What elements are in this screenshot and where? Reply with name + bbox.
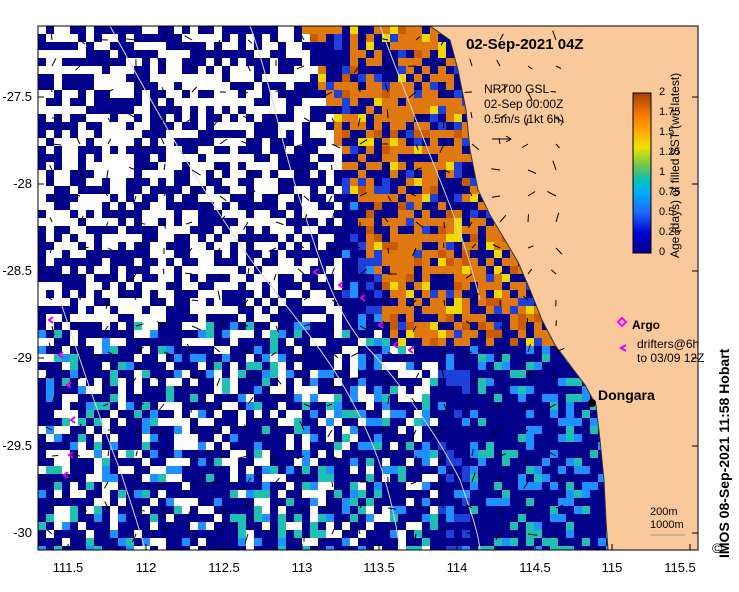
current-legend-source: NRT00 GSL	[484, 82, 550, 96]
colorbar	[632, 92, 652, 254]
credit-text: IMOS 08-Sep-2021 11:58 Hobart	[716, 348, 732, 558]
x-tick-label: 112.5	[208, 560, 240, 575]
current-legend-time: 02-Sep 00:00Z	[484, 97, 564, 111]
current-legend: NRT00 GSL 02-Sep 00:00Z 0.5m/s (1kt 6h)	[484, 82, 564, 127]
contour-legend-1000m: 1000m	[650, 519, 684, 531]
colorbar-tick: 1.5	[659, 126, 675, 138]
coastline	[429, 26, 609, 550]
colorbar-tick: 0	[659, 246, 666, 258]
x-tick-label: 111.5	[52, 560, 84, 575]
x-tick-label: 114.5	[519, 560, 551, 575]
drifter-legend-line2: to 03/09 12Z	[637, 351, 705, 365]
argo-legend-label: Argo	[632, 318, 660, 332]
place-label-dongara: Dongara	[598, 387, 655, 403]
colorbar-tick: 1.75	[659, 106, 681, 118]
x-tick-label: 114	[446, 560, 468, 575]
map-field	[38, 26, 698, 550]
drifter-tracks	[47, 268, 414, 479]
x-tick-label: 113	[291, 560, 313, 575]
colorbar-tick: 1.25	[659, 146, 681, 158]
y-tick-label: -29	[13, 350, 32, 365]
y-tick-label: -28.5	[2, 263, 32, 278]
colorbar-label: Age (days) of filled SST (wrt latest)	[668, 72, 682, 258]
y-tick-label: -29.5	[2, 438, 32, 453]
colorbar-tick: 1	[659, 166, 666, 178]
land-mass	[430, 26, 698, 550]
contour-legend: 200m 1000m	[650, 506, 684, 532]
x-axis-ticks	[67, 544, 691, 550]
y-axis-ticks	[38, 96, 698, 534]
x-tick-label: 115	[601, 560, 623, 575]
current-vectors	[42, 30, 565, 544]
y-tick-label: -30	[13, 525, 32, 540]
bathymetry-contours	[59, 26, 481, 550]
colorbar-tick: 2	[659, 86, 666, 98]
contour-legend-200m: 200m	[650, 506, 678, 518]
dongara-marker	[588, 399, 596, 407]
drifter-symbol	[619, 344, 627, 352]
x-tick-label: 113.5	[363, 560, 395, 575]
y-tick-label: -28	[13, 176, 32, 191]
copyright-symbol: ©	[712, 540, 723, 556]
colorbar-tick: 0.25	[659, 226, 681, 238]
current-legend-scale: 0.5m/s (1kt 6h)	[484, 112, 565, 126]
drifter-legend: drifters@6h to 03/09 12Z	[637, 337, 704, 365]
drifter-legend-line1: drifters@6h	[637, 337, 700, 351]
reference-arrow-head	[505, 135, 512, 143]
argo-symbol	[616, 316, 628, 328]
map-title: 02-Sep-2021 04Z	[466, 36, 584, 53]
x-tick-label: 115.5	[664, 560, 696, 575]
x-tick-label: 112	[135, 560, 157, 575]
colorbar-tick: 0.75	[659, 186, 681, 198]
colorbar-tick: 0.5	[659, 206, 675, 218]
y-tick-label: -27.5	[2, 89, 32, 104]
plot-frame	[37, 25, 699, 551]
